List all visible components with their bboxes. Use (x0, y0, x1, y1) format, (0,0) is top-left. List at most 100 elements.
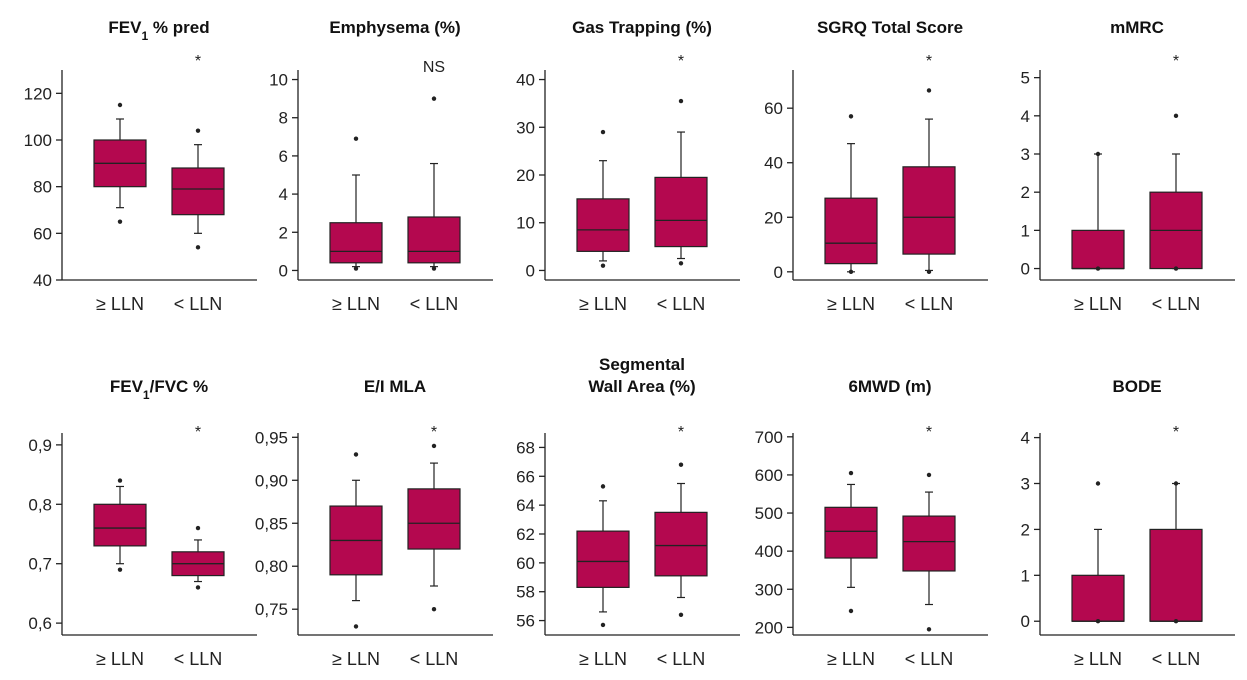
outlier-point (195, 245, 201, 250)
iqr-box (171, 167, 225, 216)
y-tick-label: 40 (764, 154, 783, 173)
y-tick-label: 0,9 (28, 436, 52, 455)
significance-marker: * (1173, 424, 1179, 441)
box-ge-lln (329, 452, 383, 629)
x-category-label: < LLN (1152, 294, 1201, 314)
y-tick-label: 58 (516, 583, 535, 602)
panel-3: 0 10 20 30 40 Gas Trapping (%) * ≥ LLN < LLN (516, 18, 740, 314)
iqr-box (902, 515, 956, 572)
y-tick-label: 60 (764, 99, 783, 118)
outlier-point (431, 443, 437, 449)
iqr-box (407, 216, 461, 264)
y-tick-label: 4 (279, 185, 288, 204)
y-tick-label: 10 (516, 214, 535, 233)
y-tick-label: 6 (279, 147, 288, 166)
y-tick-label: 4 (1021, 107, 1030, 126)
y-tick-label: 1 (1021, 221, 1030, 240)
panel-title: mMRC (1110, 18, 1164, 37)
iqr-box (654, 511, 708, 577)
y-tick-label: 30 (516, 118, 535, 137)
outlier-point (117, 567, 123, 572)
outlier-point (848, 608, 854, 614)
box-lt-lln (654, 98, 708, 266)
y-tick-label: 600 (755, 466, 783, 485)
outlier-point (848, 470, 854, 476)
box-ge-lln (824, 114, 878, 275)
significance-marker: * (926, 424, 932, 441)
significance-marker: * (195, 424, 201, 441)
y-tick-label: 0 (1021, 260, 1030, 279)
panel-7: 0,75 0,80 0,85 0,90 0,95 E/I MLA * ≥ LLN < LLN (255, 377, 493, 669)
outlier-point (117, 219, 123, 224)
box-ge-lln (93, 478, 147, 572)
x-category-label: < LLN (905, 294, 954, 314)
outlier-point (926, 472, 932, 478)
y-tick-label: 20 (764, 208, 783, 227)
iqr-box (93, 503, 147, 547)
box-lt-lln (407, 443, 461, 612)
box-lt-lln (902, 472, 956, 632)
significance-marker: * (926, 53, 932, 70)
box-ge-lln (576, 129, 630, 268)
y-tick-label: 8 (279, 109, 288, 128)
y-tick-label: 0 (1021, 612, 1030, 631)
x-category-label: ≥ LLN (332, 294, 380, 314)
box-lt-lln (171, 128, 225, 250)
x-category-label: ≥ LLN (1074, 294, 1122, 314)
box-ge-lln (576, 484, 630, 628)
outlier-point (678, 612, 684, 617)
panel-9: 200 300 400 500 600 700 6MWD (m) * ≥ LLN < LLN (755, 377, 988, 669)
x-category-label: < LLN (174, 649, 223, 669)
y-tick-label: 0,7 (28, 555, 52, 574)
x-category-label: ≥ LLN (827, 294, 875, 314)
x-category-label: < LLN (657, 649, 706, 669)
y-tick-label: 62 (516, 525, 535, 544)
outlier-point (353, 452, 359, 457)
y-tick-label: 4 (1021, 429, 1030, 448)
y-tick-label: 56 (516, 612, 535, 631)
outlier-point (1173, 113, 1179, 119)
outlier-point (1095, 619, 1101, 624)
outlier-point (353, 136, 359, 141)
y-tick-label: 500 (755, 504, 783, 523)
panel-title: FEV1 % pred (108, 18, 209, 43)
iqr-box (654, 176, 708, 248)
panel-title: FEV1/FVC % (110, 377, 208, 402)
significance-marker: * (678, 53, 684, 70)
x-category-label: < LLN (410, 649, 459, 669)
iqr-box (824, 197, 878, 265)
outlier-point (353, 266, 359, 271)
outlier-point (678, 98, 684, 104)
outlier-point (1173, 266, 1179, 271)
outlier-point (1095, 481, 1101, 486)
box-ge-lln (329, 136, 383, 271)
iqr-box (329, 222, 383, 264)
panel-title: Segmental (599, 355, 685, 374)
x-category-label: < LLN (410, 294, 459, 314)
box-lt-lln (654, 462, 708, 617)
x-category-label: < LLN (1152, 649, 1201, 669)
panel-title: SGRQ Total Score (817, 18, 963, 37)
iqr-box (1149, 528, 1203, 622)
y-tick-label: 0,8 (28, 495, 52, 514)
outlier-point (926, 627, 932, 632)
panel-title: Gas Trapping (%) (572, 18, 712, 37)
y-tick-label: 1 (1021, 566, 1030, 585)
y-tick-label: 0,85 (255, 514, 288, 533)
outlier-point (1095, 266, 1101, 271)
y-tick-label: 2 (279, 223, 288, 242)
y-tick-label: 5 (1021, 69, 1030, 88)
box-lt-lln (1149, 481, 1203, 624)
y-tick-label: 20 (516, 166, 535, 185)
y-tick-label: 0,95 (255, 428, 288, 447)
y-tick-label: 0,80 (255, 557, 288, 576)
outlier-point (1095, 151, 1101, 157)
outlier-point (848, 114, 854, 119)
iqr-box (576, 530, 630, 588)
panel-5: 0 1 2 3 4 5 mMRC * ≥ LLN < LLN (1021, 18, 1235, 314)
outlier-point (195, 525, 201, 531)
x-category-label: ≥ LLN (96, 294, 144, 314)
outlier-point (678, 261, 684, 266)
x-category-label: < LLN (174, 294, 223, 314)
y-tick-label: 700 (755, 428, 783, 447)
